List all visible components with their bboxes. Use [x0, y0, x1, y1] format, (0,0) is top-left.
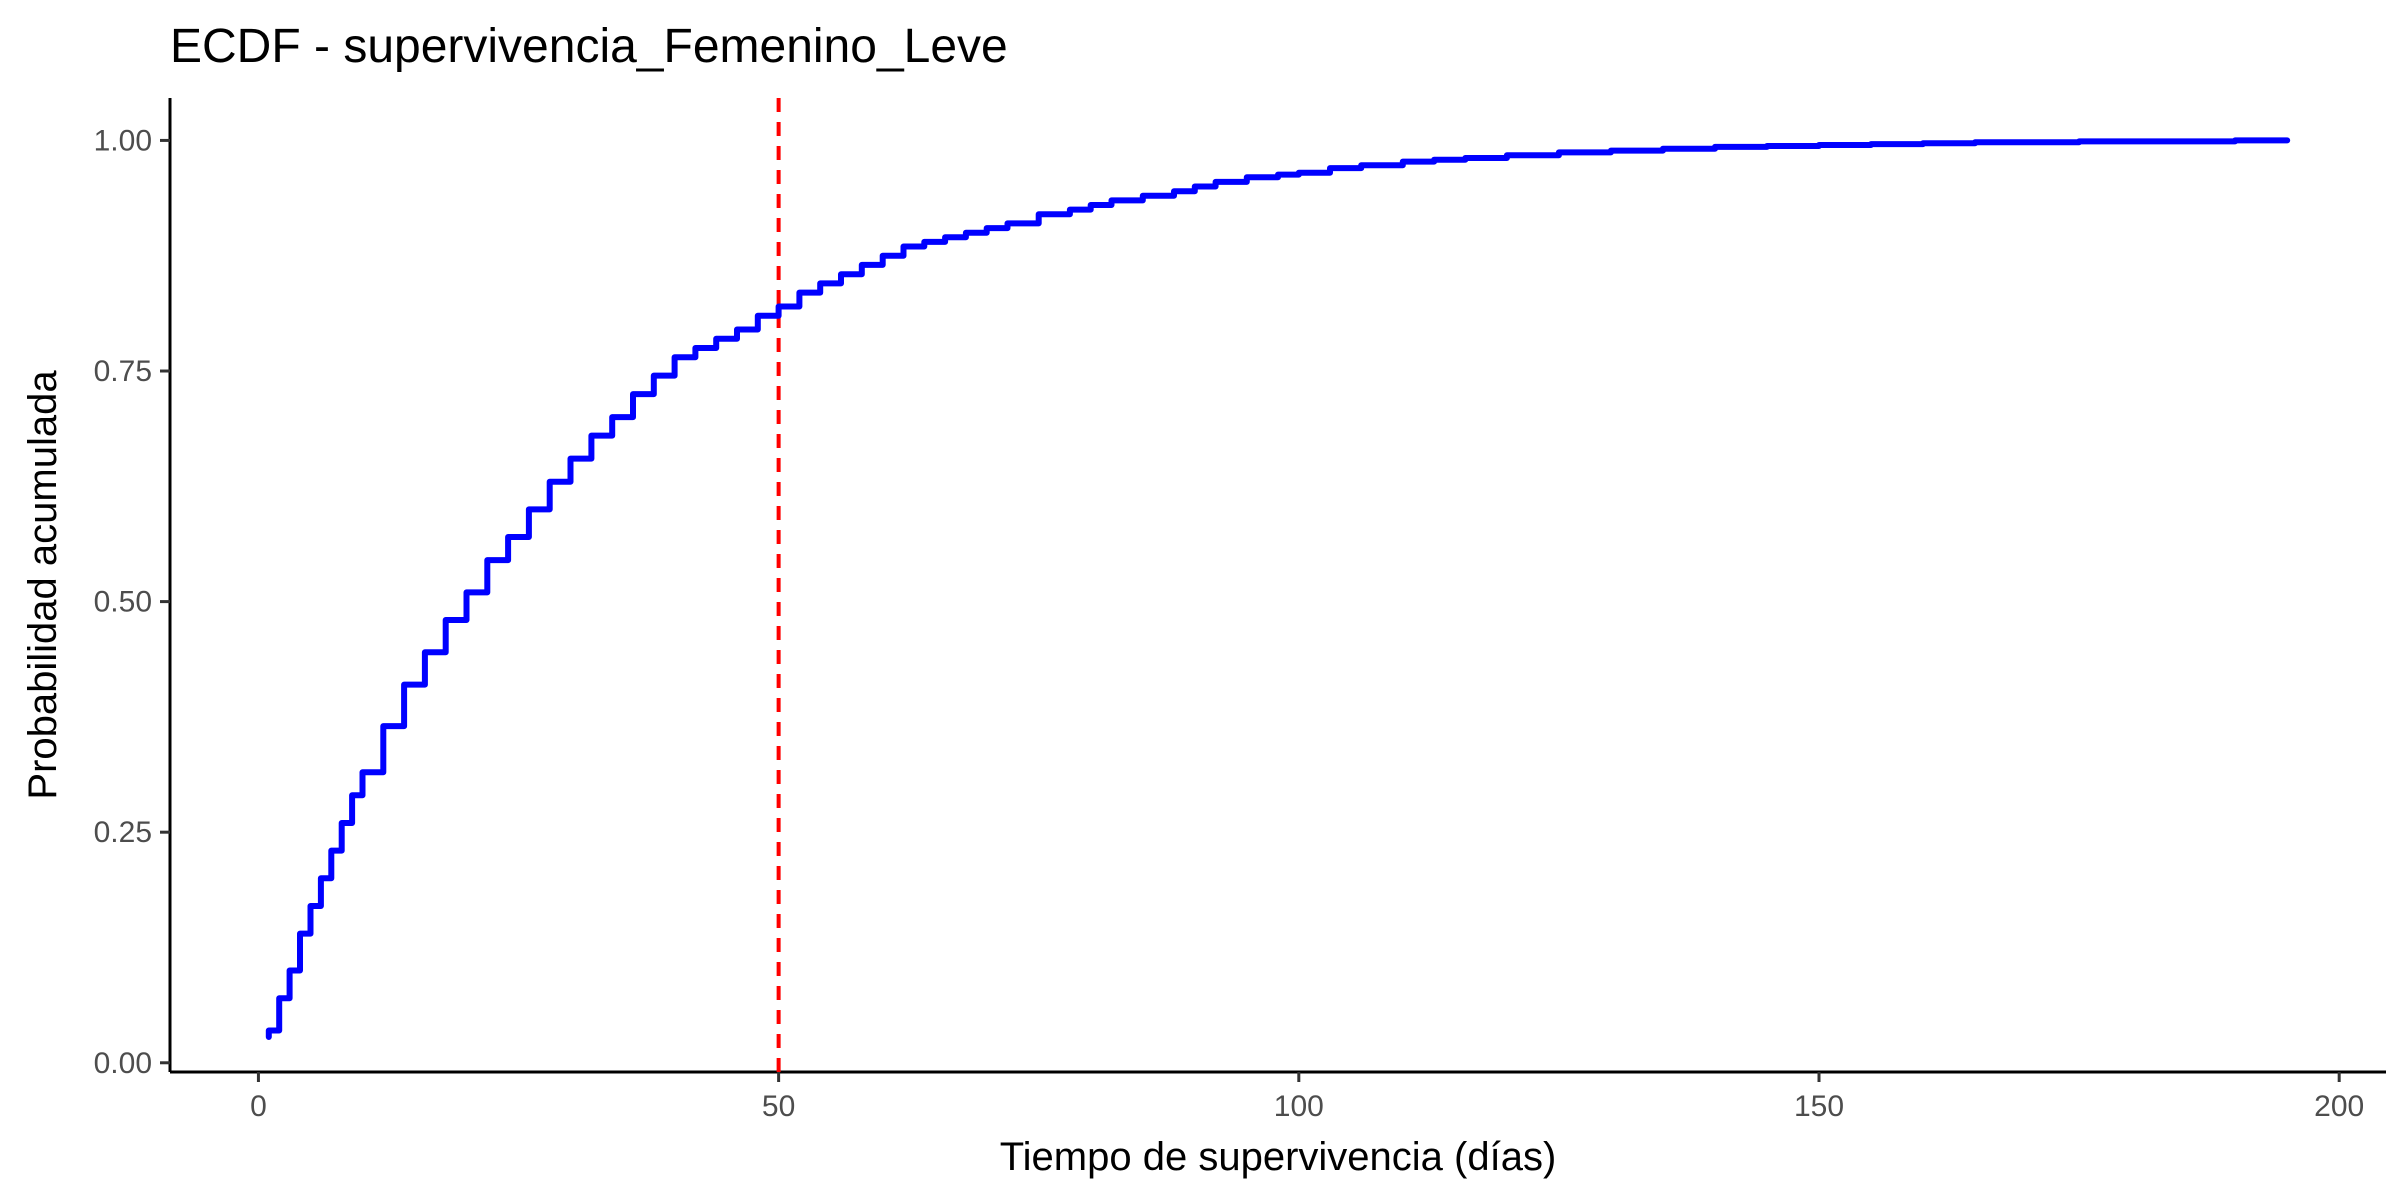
chart-title: ECDF - supervivencia_Femenino_Leve: [170, 20, 1008, 73]
y-tick-label: 0.25: [94, 816, 152, 849]
x-tick-label: 150: [1794, 1090, 1844, 1123]
ecdf-series-line: [265, 137, 2291, 1040]
series-group: [265, 137, 2291, 1040]
y-tick-label: 0.50: [94, 586, 152, 619]
y-tick-label: 0.00: [94, 1047, 152, 1080]
y-axis-ticks: 0.00 0.25 0.50 0.75 1.00: [94, 124, 170, 1080]
plot-area: 0.00 0.25 0.50 0.75 1.00 0 50 100 150 200: [94, 98, 2386, 1123]
x-tick-label: 100: [1274, 1090, 1324, 1123]
x-tick-label: 50: [762, 1090, 795, 1123]
x-tick-label: 0: [250, 1090, 267, 1123]
x-tick-label: 200: [2314, 1090, 2364, 1123]
y-tick-label: 1.00: [94, 124, 152, 157]
y-axis-title: Probabilidad acumulada: [21, 370, 65, 800]
y-tick-label: 0.75: [94, 355, 152, 388]
x-axis-ticks: 0 50 100 150 200: [250, 1072, 2364, 1123]
x-axis-title: Tiempo de supervivencia (días): [1000, 1135, 1557, 1179]
